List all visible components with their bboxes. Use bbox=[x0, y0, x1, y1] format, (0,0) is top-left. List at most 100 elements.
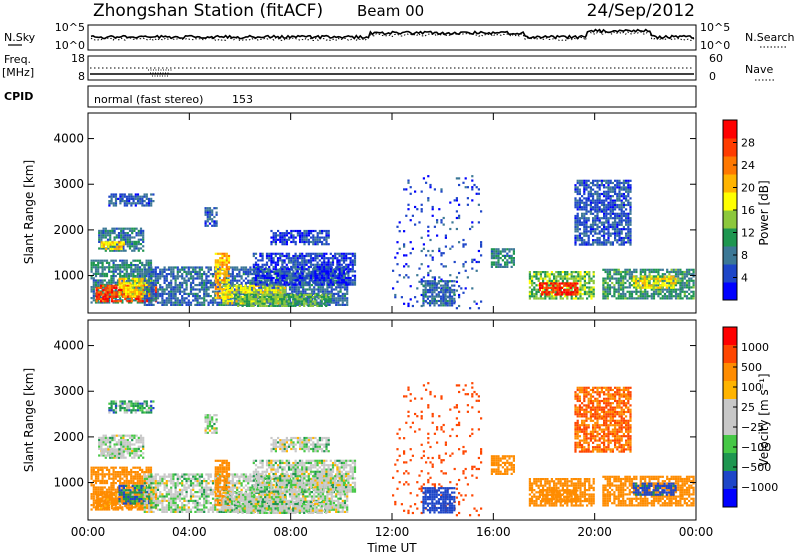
heatmap-cell bbox=[281, 252, 284, 255]
heatmap-cell bbox=[148, 297, 151, 300]
heatmap-cell bbox=[205, 284, 208, 287]
heatmap-cell bbox=[105, 266, 109, 269]
heatmap-cell bbox=[310, 270, 314, 273]
heatmap-cell bbox=[108, 264, 111, 267]
heatmap-cell bbox=[152, 303, 155, 306]
heatmap-cell bbox=[116, 283, 120, 286]
heatmap-cell bbox=[330, 288, 333, 291]
heatmap-cell bbox=[150, 204, 153, 207]
heatmap-cell bbox=[553, 273, 556, 276]
heatmap-cell bbox=[229, 286, 232, 289]
heatmap-cell bbox=[323, 276, 326, 280]
heatmap-cell bbox=[267, 304, 271, 307]
heatmap-cell bbox=[312, 272, 315, 275]
heatmap-cell bbox=[618, 236, 621, 240]
heatmap-cell bbox=[329, 300, 332, 303]
heatmap-cell bbox=[329, 279, 332, 282]
heatmap-cell bbox=[258, 290, 261, 293]
heatmap-cell bbox=[220, 286, 223, 289]
heatmap-cell bbox=[152, 193, 155, 196]
heatmap-cell bbox=[194, 266, 197, 269]
heatmap-cell bbox=[508, 261, 511, 264]
heatmap-cell bbox=[216, 261, 220, 264]
heatmap-cell bbox=[604, 295, 607, 298]
heatmap-cell bbox=[143, 301, 146, 304]
heatmap-cell bbox=[334, 274, 337, 277]
heatmap-cell bbox=[120, 249, 123, 252]
heatmap-cell bbox=[211, 303, 215, 306]
heatmap-cell bbox=[312, 274, 315, 277]
heatmap-cell bbox=[206, 209, 209, 212]
heatmap-cell bbox=[630, 295, 634, 298]
heatmap-cell bbox=[586, 297, 589, 300]
heatmap-cell bbox=[683, 270, 686, 274]
heatmap-cell bbox=[303, 265, 306, 269]
heatmap-cell bbox=[618, 203, 621, 207]
heatmap-cell bbox=[607, 192, 610, 196]
heatmap-cell bbox=[290, 279, 293, 282]
heatmap-cell bbox=[345, 279, 348, 282]
heatmap-cell bbox=[674, 288, 678, 291]
heatmap-cell bbox=[554, 282, 557, 285]
heatmap-cell bbox=[605, 192, 608, 196]
heatmap-cell bbox=[603, 239, 606, 242]
heatmap-cell bbox=[139, 297, 142, 301]
heatmap-cell bbox=[552, 289, 555, 292]
heatmap-cell bbox=[594, 241, 597, 244]
heatmap-cell bbox=[126, 236, 129, 239]
heatmap-cell bbox=[289, 296, 293, 299]
heatmap-cell bbox=[271, 290, 274, 293]
heatmap-cell bbox=[283, 296, 286, 299]
heatmap-cell bbox=[279, 257, 282, 260]
heatmap-cell bbox=[288, 288, 292, 291]
heatmap-cell bbox=[174, 288, 177, 291]
heatmap-cell bbox=[616, 186, 619, 189]
heatmap-cell bbox=[268, 268, 271, 271]
heatmap-cell bbox=[589, 203, 592, 207]
heatmap-cell bbox=[109, 249, 112, 252]
heatmap-cell bbox=[550, 293, 553, 296]
heatmap-cell bbox=[598, 195, 601, 198]
heatmap-cell bbox=[127, 288, 130, 291]
heatmap-cell bbox=[200, 286, 204, 289]
heatmap-cell bbox=[622, 275, 625, 278]
heatmap-cell bbox=[644, 268, 647, 271]
heatmap-cell bbox=[303, 240, 306, 244]
heatmap-cell bbox=[611, 217, 614, 220]
heatmap-cell bbox=[552, 286, 555, 289]
heatmap-cell bbox=[592, 225, 595, 229]
heatmap-cell bbox=[692, 297, 695, 300]
heatmap-cell bbox=[252, 281, 255, 284]
heatmap-cell bbox=[247, 281, 250, 284]
heatmap-cell bbox=[656, 277, 660, 280]
heatmap-cell bbox=[106, 229, 110, 232]
heatmap-cell bbox=[176, 299, 179, 302]
heatmap-cell bbox=[616, 234, 619, 237]
heatmap-cell bbox=[589, 192, 592, 196]
heatmap-cell bbox=[261, 254, 264, 258]
heatmap-cell bbox=[614, 208, 617, 211]
heatmap-cell bbox=[569, 286, 572, 289]
heatmap-cell bbox=[104, 249, 107, 252]
heatmap-cell bbox=[578, 197, 581, 200]
heatmap-cell bbox=[309, 257, 313, 260]
heatmap-cell bbox=[670, 286, 673, 289]
heatmap-cell bbox=[283, 304, 286, 307]
heatmap-cell bbox=[113, 295, 116, 298]
heatmap-cell bbox=[254, 298, 257, 301]
heatmap-cell bbox=[639, 280, 642, 283]
heatmap-cell bbox=[633, 286, 636, 289]
heatmap-cell bbox=[679, 292, 682, 296]
heatmap-cell bbox=[614, 188, 617, 191]
heatmap-cell bbox=[126, 245, 129, 248]
heatmap-cell bbox=[172, 266, 175, 269]
heatmap-cell bbox=[316, 276, 319, 280]
heatmap-cell bbox=[259, 276, 262, 280]
heatmap-cell bbox=[94, 279, 98, 282]
heatmap-cell bbox=[272, 232, 275, 235]
freq-tick-top: 18 bbox=[71, 52, 85, 65]
heatmap-cell bbox=[670, 292, 673, 296]
heatmap-cell bbox=[216, 270, 220, 273]
heatmap-cell bbox=[311, 304, 315, 307]
heatmap-cell bbox=[121, 275, 124, 278]
